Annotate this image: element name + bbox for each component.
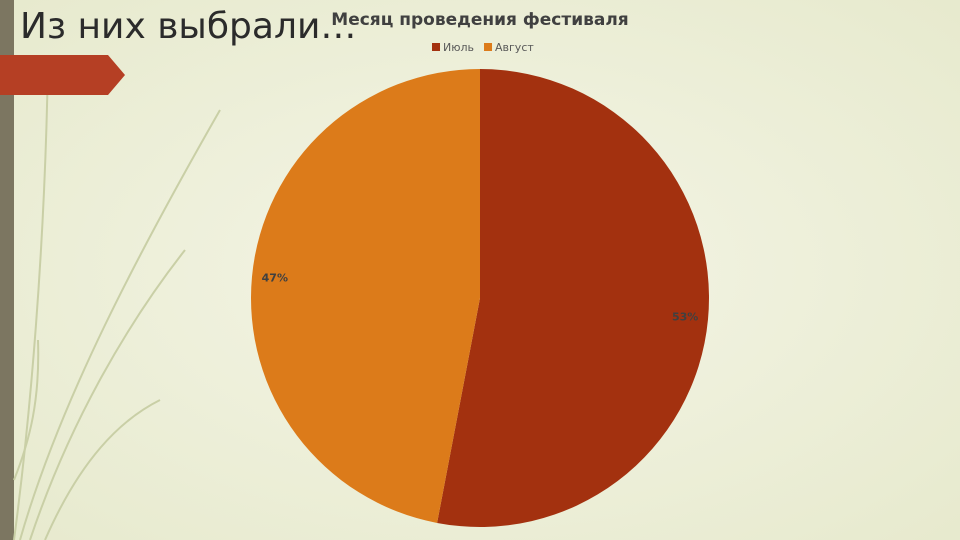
data-label: 47% (262, 272, 288, 285)
pie-slice (250, 69, 480, 523)
pie-slice (437, 69, 709, 527)
slide-title: Из них выбрали… (20, 6, 356, 47)
legend-label: Август (495, 41, 534, 54)
side-bar (0, 0, 14, 540)
legend-swatch (432, 43, 440, 51)
data-label: 53% (672, 310, 698, 323)
legend-label: Июль (443, 41, 474, 54)
decor-curves (13, 59, 221, 540)
chart-title: Месяц проведения фестиваля (331, 10, 628, 30)
accent-arrow (0, 55, 125, 95)
legend-swatch (484, 43, 493, 51)
